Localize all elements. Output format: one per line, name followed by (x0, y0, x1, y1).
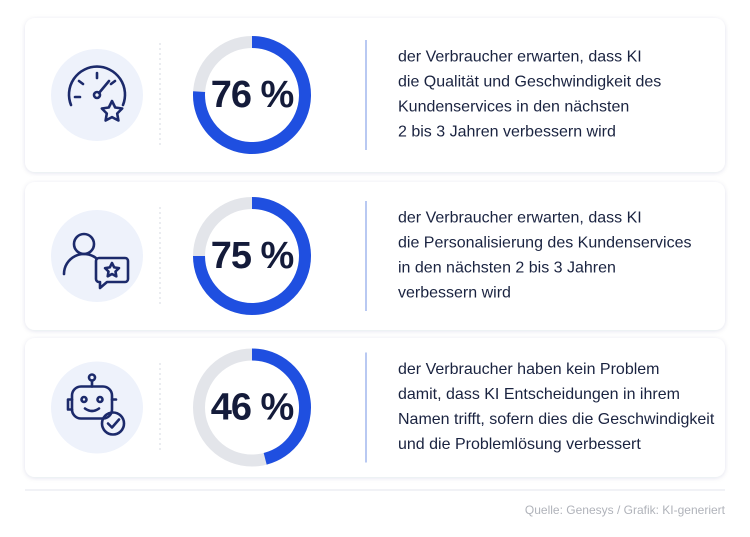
icon-circle (51, 49, 143, 141)
donut-arc (193, 36, 311, 154)
donut-arc (251, 348, 311, 465)
description: der Verbraucher erwarten, dass KI (398, 210, 642, 227)
description: 2 bis 3 Jahren verbessern wird (398, 124, 616, 141)
description: verbessern wird (398, 285, 511, 302)
robot-icon (66, 373, 126, 436)
description: die Qualität und Geschwindigkeit des (398, 74, 661, 91)
description: Kundenservices in den nächsten (398, 99, 629, 116)
card (25, 182, 725, 330)
card (25, 18, 725, 172)
value-label: 76 % (211, 74, 294, 116)
description: damit, dass KI Entscheidungen in ihrem (398, 386, 680, 403)
value-label: 46 % (211, 387, 294, 429)
description: und die Problemlösung verbessert (398, 436, 641, 453)
person-chat-icon (62, 232, 130, 290)
source: Quelle: Genesys / Grafik: KI-generiert (525, 503, 726, 517)
cards: 76 % der Verbraucher erwarten, dass KI die… (25, 18, 725, 477)
gauge-icon (67, 65, 127, 122)
description: der Verbraucher haben kein Problem (398, 361, 660, 378)
description: die Personalisierung des Kundenservices (398, 235, 692, 252)
card (25, 338, 725, 477)
stat-card: 76 % der Verbraucher erwarten, dass KI die… (25, 18, 725, 172)
icon-circle (51, 210, 143, 302)
icon-circle (51, 361, 143, 454)
description: der Verbraucher erwarten, dass KI (398, 49, 642, 66)
stat-card: 46 % der Verbraucher haben kein Problem da… (25, 338, 725, 477)
description: Namen trifft, sofern dies die Geschwindi… (398, 411, 715, 428)
value-label: 75 % (211, 235, 294, 277)
description: in den nächsten 2 bis 3 Jahren (398, 260, 616, 277)
stat-card: 75 % der Verbraucher erwarten, dass KI die… (25, 182, 725, 330)
donut-arc (193, 197, 311, 315)
